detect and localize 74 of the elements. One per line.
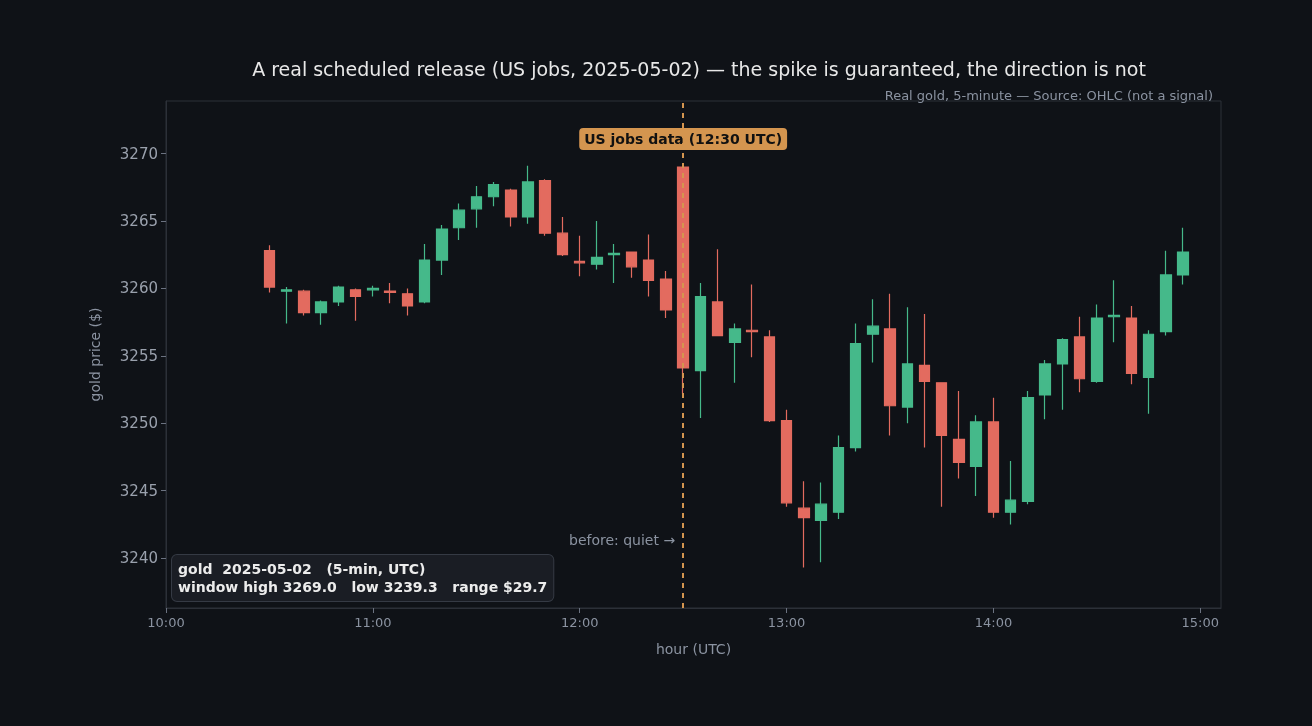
y-tick-label: 3240 bbox=[119, 549, 158, 568]
candlestick bbox=[314, 299, 328, 326]
candlestick bbox=[901, 306, 914, 424]
candlestick bbox=[659, 270, 673, 319]
candlestick bbox=[797, 480, 811, 569]
candlestick bbox=[849, 322, 862, 453]
candlestick bbox=[711, 248, 724, 337]
candlestick bbox=[832, 434, 845, 520]
candlestick bbox=[1159, 250, 1173, 337]
candlestick bbox=[590, 220, 604, 271]
annotation: before: quiet → bbox=[569, 532, 676, 549]
x-tick-label: 11:00 bbox=[354, 615, 392, 630]
candlestick bbox=[1142, 329, 1155, 415]
candlestick bbox=[935, 382, 948, 508]
candlestick bbox=[504, 188, 518, 227]
candlestick bbox=[1056, 337, 1069, 411]
candlestick bbox=[418, 243, 431, 304]
x-tick-label: 13:00 bbox=[767, 615, 806, 630]
candlestick bbox=[383, 282, 397, 304]
candlestick bbox=[470, 185, 483, 229]
x-tick-label: 15:00 bbox=[1181, 615, 1220, 630]
candlestick bbox=[521, 165, 535, 225]
y-tick-label: 3265 bbox=[119, 212, 158, 231]
annotation: window high 3269.0 low 3239.3 range $29.7 bbox=[178, 579, 548, 595]
x-tick-label: 10:00 bbox=[147, 615, 185, 630]
candlestick bbox=[366, 285, 380, 298]
candlestick bbox=[1125, 305, 1138, 385]
candlestick bbox=[280, 286, 293, 325]
candlestick bbox=[435, 224, 449, 276]
candlestick bbox=[1073, 316, 1086, 393]
candlestick bbox=[1038, 359, 1052, 420]
candlestick bbox=[694, 282, 707, 419]
candlestick bbox=[883, 293, 897, 436]
candlestick bbox=[918, 313, 931, 449]
candlestick bbox=[969, 414, 983, 497]
candlestick bbox=[487, 181, 500, 207]
y-tick-label: 3250 bbox=[119, 414, 158, 433]
chart-subtitle: Real gold, 5-minute — Source: OHLC (not a signal) bbox=[884, 88, 1214, 103]
candlestick bbox=[538, 178, 552, 237]
candlestick bbox=[814, 482, 828, 563]
candlestick bbox=[642, 233, 655, 298]
candlestick bbox=[573, 235, 586, 277]
y-tick-label: 3270 bbox=[119, 144, 158, 163]
candlestick bbox=[1107, 279, 1121, 343]
y-tick-label: 3260 bbox=[119, 279, 158, 298]
x-tick-label: 14:00 bbox=[974, 615, 1013, 630]
candlestick bbox=[1004, 460, 1017, 525]
candlestick bbox=[780, 409, 793, 508]
x-axis-title: hour (UTC) bbox=[655, 641, 732, 657]
chart-title: A real scheduled release (US jobs, 2025-05-02) — the spike is guaranteed, the direction is not bbox=[252, 57, 1146, 80]
y-axis-title: gold price ($) bbox=[87, 307, 103, 402]
y-tick-label: 3245 bbox=[119, 481, 158, 500]
candlestick bbox=[1090, 304, 1104, 384]
annotation: gold 2025-05-02 (5-min, UTC) bbox=[178, 561, 426, 577]
candlestick bbox=[607, 243, 621, 284]
candlestick bbox=[297, 289, 311, 316]
candlestick bbox=[625, 251, 638, 279]
candlestick bbox=[745, 283, 759, 358]
candlestick bbox=[1021, 390, 1035, 505]
y-tick-label: 3255 bbox=[119, 346, 158, 365]
candlestick bbox=[263, 244, 276, 294]
candlestick bbox=[763, 329, 776, 423]
candlestick bbox=[987, 397, 1000, 519]
candlestick bbox=[332, 285, 345, 307]
ref-line-label: US jobs data (12:30 UTC) bbox=[584, 131, 783, 147]
candlestick bbox=[452, 202, 466, 241]
candlestick bbox=[728, 322, 742, 384]
x-tick-label: 12:00 bbox=[560, 615, 599, 630]
candlestick bbox=[401, 287, 414, 316]
candlestick bbox=[866, 298, 880, 364]
candlestick bbox=[349, 287, 362, 322]
candlestick bbox=[556, 216, 569, 257]
candlestick bbox=[1176, 227, 1190, 285]
candlestick bbox=[952, 390, 966, 480]
